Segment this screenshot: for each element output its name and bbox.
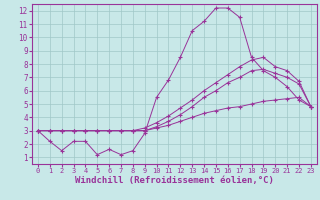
X-axis label: Windchill (Refroidissement éolien,°C): Windchill (Refroidissement éolien,°C) [75,176,274,185]
